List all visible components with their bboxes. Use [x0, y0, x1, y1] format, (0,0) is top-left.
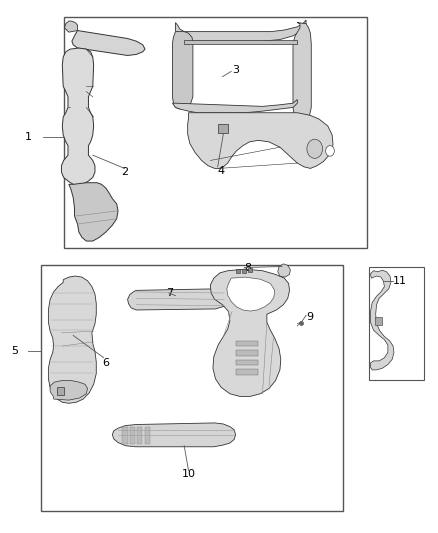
- Polygon shape: [50, 381, 88, 400]
- Polygon shape: [371, 270, 394, 370]
- Text: 4: 4: [218, 166, 225, 176]
- Polygon shape: [176, 20, 306, 41]
- FancyBboxPatch shape: [369, 266, 424, 381]
- Polygon shape: [113, 423, 236, 447]
- Polygon shape: [127, 289, 231, 310]
- Polygon shape: [184, 39, 297, 44]
- Text: 11: 11: [393, 276, 407, 286]
- Text: 5: 5: [11, 346, 18, 357]
- Polygon shape: [69, 183, 118, 241]
- Polygon shape: [48, 276, 96, 403]
- Polygon shape: [237, 369, 258, 375]
- Polygon shape: [145, 426, 150, 444]
- FancyBboxPatch shape: [41, 265, 343, 512]
- Polygon shape: [227, 277, 275, 311]
- Polygon shape: [237, 360, 258, 365]
- Polygon shape: [137, 426, 142, 444]
- Polygon shape: [293, 22, 311, 123]
- Text: 3: 3: [232, 66, 239, 75]
- Circle shape: [325, 146, 334, 156]
- Polygon shape: [57, 387, 64, 395]
- Polygon shape: [64, 21, 78, 32]
- FancyBboxPatch shape: [64, 17, 367, 248]
- Text: 10: 10: [182, 470, 196, 479]
- Text: 6: 6: [102, 358, 110, 368]
- Text: 8: 8: [244, 263, 251, 272]
- Polygon shape: [236, 269, 240, 273]
- Polygon shape: [278, 264, 290, 277]
- Polygon shape: [237, 341, 258, 346]
- Text: 1: 1: [25, 132, 32, 142]
- Polygon shape: [218, 124, 228, 133]
- Polygon shape: [237, 350, 258, 356]
- Polygon shape: [173, 31, 193, 109]
- Polygon shape: [187, 113, 333, 168]
- Polygon shape: [173, 100, 297, 113]
- Polygon shape: [130, 426, 135, 444]
- Polygon shape: [61, 48, 95, 185]
- Circle shape: [307, 139, 322, 158]
- Text: 2: 2: [121, 167, 128, 177]
- Polygon shape: [248, 268, 252, 272]
- Polygon shape: [375, 317, 382, 325]
- Polygon shape: [122, 426, 127, 444]
- Text: 7: 7: [166, 288, 173, 298]
- Polygon shape: [72, 30, 145, 55]
- Polygon shape: [210, 269, 290, 397]
- Polygon shape: [242, 269, 246, 273]
- Text: 9: 9: [306, 312, 313, 322]
